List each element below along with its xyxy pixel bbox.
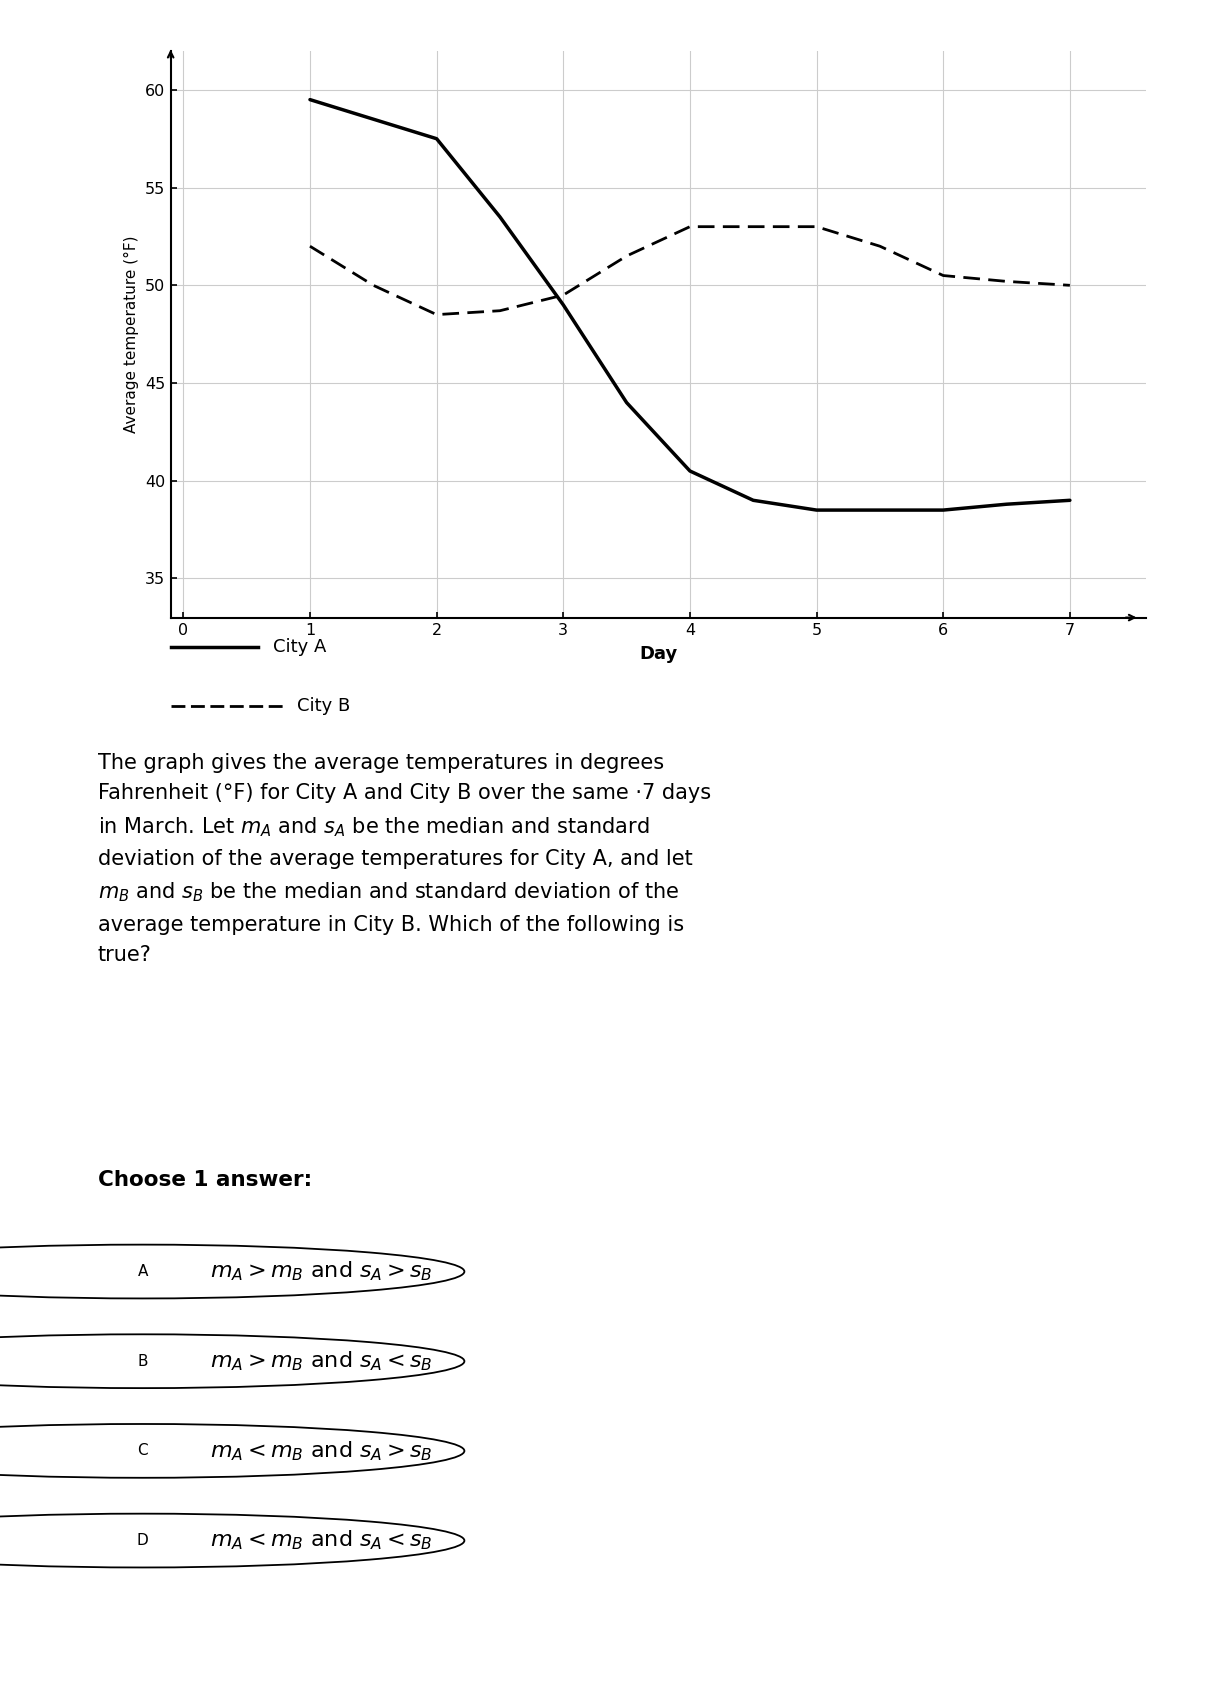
- Circle shape: [0, 1335, 464, 1387]
- Text: $m_A > m_B$ and $s_A > s_B$: $m_A > m_B$ and $s_A > s_B$: [210, 1261, 433, 1283]
- Circle shape: [0, 1514, 464, 1567]
- Y-axis label: Average temperature (°F): Average temperature (°F): [124, 235, 139, 433]
- Text: $m_A < m_B$ and $s_A > s_B$: $m_A < m_B$ and $s_A > s_B$: [210, 1440, 433, 1462]
- Text: D: D: [137, 1533, 149, 1548]
- Circle shape: [0, 1425, 464, 1477]
- Text: The graph gives the average temperatures in degrees
Fahrenheit (°F) for City A a: The graph gives the average temperatures…: [98, 753, 711, 964]
- Text: City B: City B: [297, 697, 351, 716]
- Text: $m_A > m_B$ and $s_A < s_B$: $m_A > m_B$ and $s_A < s_B$: [210, 1350, 433, 1372]
- Text: City A: City A: [273, 638, 327, 656]
- Circle shape: [0, 1245, 464, 1298]
- Text: Choose 1 answer:: Choose 1 answer:: [98, 1171, 312, 1189]
- Text: A: A: [138, 1264, 147, 1279]
- Text: $m_A < m_B$ and $s_A < s_B$: $m_A < m_B$ and $s_A < s_B$: [210, 1530, 433, 1552]
- Text: C: C: [138, 1443, 147, 1459]
- Text: B: B: [138, 1354, 147, 1369]
- X-axis label: Day: Day: [639, 645, 678, 663]
